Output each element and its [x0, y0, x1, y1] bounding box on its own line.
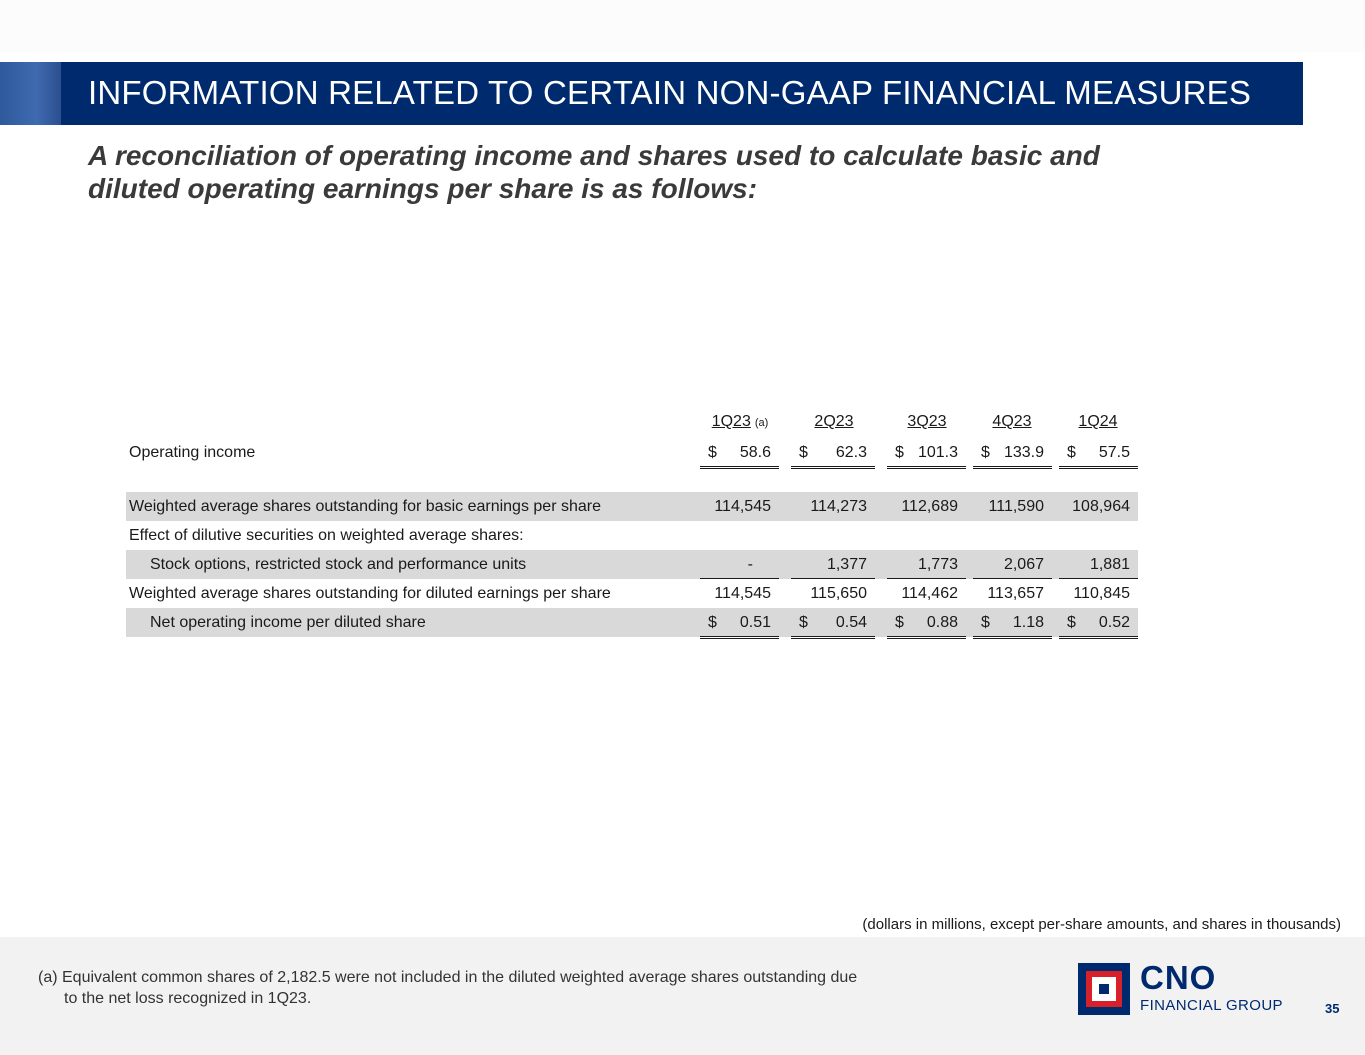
row-label: Stock options, restricted stock and perf… [150, 556, 527, 573]
cell-stock-options-4q23: 2,067 [973, 554, 1052, 579]
cell-diluted-shares-3q23: 114,462 [901, 585, 958, 602]
column-header-3q23: 3Q23 [907, 413, 947, 430]
logo-mark-icon [1078, 963, 1130, 1015]
cell-basic-shares-1q24: 108,964 [1072, 498, 1130, 515]
cell-stock-options-1q24: 1,881 [1059, 554, 1138, 579]
table-row-operating-income: Operating income $58.6 $62.3 $101.3 $133… [126, 438, 1138, 469]
title-accent-block [0, 62, 61, 125]
subtitle-line-1: A reconciliation of operating income and… [88, 140, 1100, 171]
cell-diluted-shares-1q23: 114,545 [714, 585, 771, 602]
footnote-line-2: to the net loss recognized in 1Q23. [64, 990, 312, 1007]
units-note: (dollars in millions, except per-share a… [862, 916, 1341, 933]
cell-net-per-share-1q24: $0.52 [1059, 612, 1138, 639]
column-header-4q23: 4Q23 [992, 413, 1032, 430]
cell-net-per-share-4q23: $1.18 [973, 612, 1052, 639]
cell-operating-income-2q23: $62.3 [791, 442, 875, 469]
cell-basic-shares-1q23: 114,545 [714, 498, 771, 515]
cell-diluted-shares-2q23: 115,650 [810, 585, 867, 602]
cell-diluted-shares-1q24: 110,845 [1073, 585, 1130, 602]
cell-basic-shares-4q23: 111,590 [988, 498, 1044, 515]
row-label: Operating income [129, 444, 256, 461]
row-label: Weighted average shares outstanding for … [129, 498, 601, 515]
cell-operating-income-4q23: $133.9 [973, 442, 1052, 469]
footnote: (a) Equivalent common shares of 2,182.5 … [38, 967, 857, 1009]
column-header-note: (a) [754, 417, 769, 429]
cno-logo: CNO FINANCIAL GROUP [1078, 959, 1288, 1017]
table-row-diluted-shares: Weighted average shares outstanding for … [126, 579, 1138, 608]
cell-net-per-share-1q23: $0.51 [700, 612, 779, 639]
table-row-dilutive-effect: Effect of dilutive securities on weighte… [126, 521, 1138, 550]
cell-operating-income-1q23: $58.6 [700, 442, 779, 469]
column-header-1q24: 1Q24 [1078, 413, 1118, 430]
footnote-line-1: (a) Equivalent common shares of 2,182.5 … [38, 969, 858, 986]
logo-name: CNO [1140, 959, 1217, 996]
cell-stock-options-2q23: 1,377 [791, 554, 875, 579]
cell-basic-shares-2q23: 114,273 [810, 498, 867, 515]
subtitle: A reconciliation of operating income and… [88, 139, 1208, 205]
column-header-2q23: 2Q23 [814, 413, 854, 430]
cell-diluted-shares-4q23: 113,657 [987, 585, 1044, 602]
cell-operating-income-1q24: $57.5 [1059, 442, 1138, 469]
row-label: Weighted average shares outstanding for … [129, 585, 611, 602]
cell-basic-shares-3q23: 112,689 [901, 498, 958, 515]
title-bar: INFORMATION RELATED TO CERTAIN NON-GAAP … [61, 62, 1303, 125]
table-row-net-per-share: Net operating income per diluted share $… [126, 608, 1138, 639]
footer: (a) Equivalent common shares of 2,182.5 … [0, 937, 1365, 1055]
page-number: 35 [1325, 1001, 1340, 1016]
cell-operating-income-3q23: $101.3 [887, 442, 966, 469]
table-row-stock-options: Stock options, restricted stock and perf… [126, 550, 1138, 579]
logo-tagline: FINANCIAL GROUP [1140, 997, 1283, 1014]
table-row-basic-shares: Weighted average shares outstanding for … [126, 492, 1138, 521]
row-label: Effect of dilutive securities on weighte… [129, 527, 524, 544]
page-title: INFORMATION RELATED TO CERTAIN NON-GAAP … [88, 74, 1252, 111]
top-strip [0, 0, 1365, 52]
column-header-1q23: 1Q23 (a) [711, 413, 769, 430]
cell-net-per-share-3q23: $0.88 [887, 612, 966, 639]
cell-net-per-share-2q23: $0.54 [791, 612, 875, 639]
cell-stock-options-3q23: 1,773 [887, 554, 966, 579]
row-label: Net operating income per diluted share [150, 614, 426, 631]
subtitle-line-2: diluted operating earnings per share is … [88, 173, 758, 204]
cell-stock-options-1q23: - [700, 554, 779, 579]
